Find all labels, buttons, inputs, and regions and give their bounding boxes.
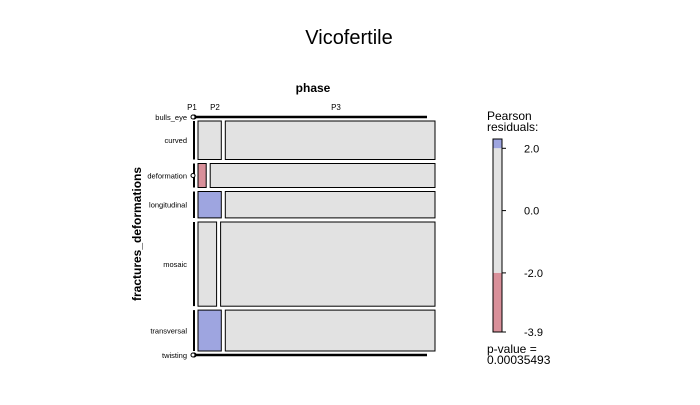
column-label-p2: P2 [210,103,220,112]
legend-pvalue: 0.00035493 [487,353,551,367]
row-label-deformation: deformation [147,172,187,181]
legend-tick-label: -2.0 [524,268,543,280]
chart-title: Vicofertile [305,27,392,49]
cell-deformation-p2 [197,163,207,188]
legend-negative-band [493,272,502,332]
cell-mosaic-p3 [220,221,436,307]
legend-title-line1: Pearson [487,109,532,123]
legend-tick-label: 2.0 [524,143,539,155]
row-label-twisting: twisting [162,351,187,360]
cell-curved-p2 [197,120,222,160]
zero-marker-twisting [190,352,196,358]
residual-legend: 2.0 0.0 -2.0 -3.9 [492,138,543,339]
zero-marker-bulls-eye [190,114,196,120]
legend-title-line2: residuals: [487,120,538,134]
row-label-longitudinal: longitudinal [149,201,187,210]
legend-tick-label: 0.0 [524,206,539,218]
row-label-bulls-eye: bulls_eye [155,113,187,122]
cell-curved-p3 [224,120,436,160]
column-label-p3: P3 [331,103,341,112]
cell-mosaic-p2 [197,221,218,307]
row-label-curved: curved [164,136,187,145]
legend-tick-label: -3.9 [524,327,543,339]
legend-positive-band [493,139,502,149]
row-label-mosaic: mosaic [163,260,187,269]
column-label-p1: P1 [187,103,197,112]
mosaic-cells [190,114,436,358]
y-axis-title: fractures_deformations [130,167,144,301]
cell-transversal-p2 [197,309,222,352]
cell-longitudinal-p2 [197,191,222,219]
legend-neutral-band [493,148,502,273]
cell-transversal-p3 [224,309,436,352]
legend-frame [492,138,503,333]
cell-longitudinal-p3 [224,191,436,219]
row-label-transversal: transversal [150,327,187,336]
legend-pvalue-label: p-value = [487,342,537,356]
zero-marker-deformation [190,173,196,178]
x-axis-title: phase [296,81,331,95]
cell-deformation-p3 [209,163,436,188]
